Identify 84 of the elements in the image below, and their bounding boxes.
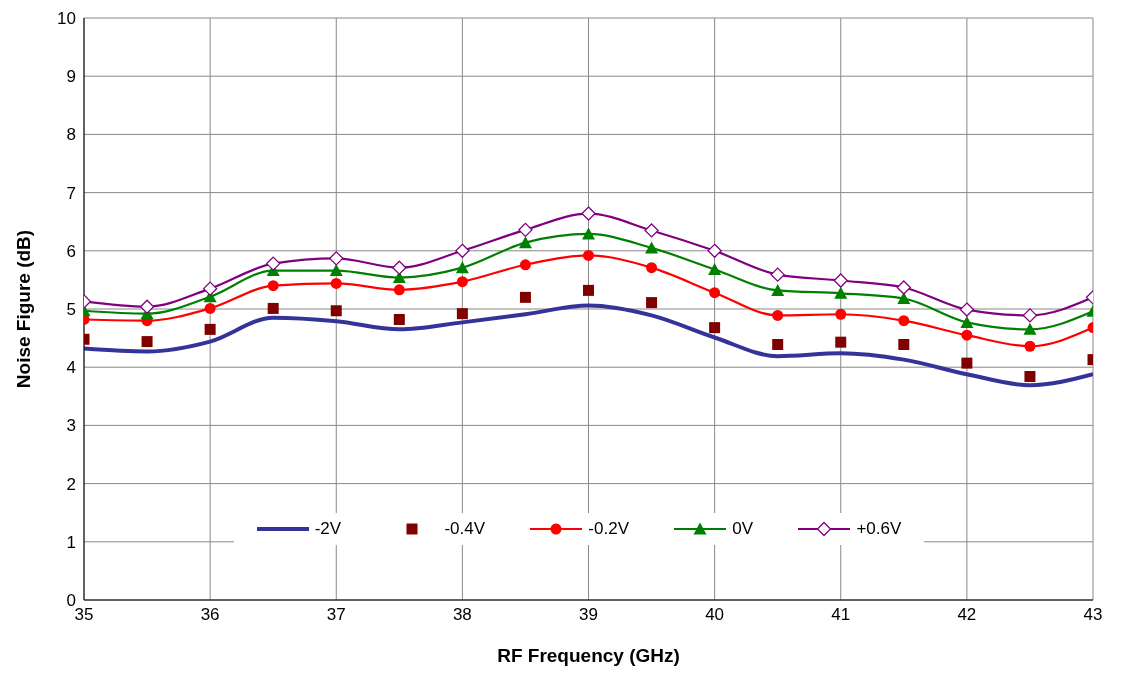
point <box>266 256 281 271</box>
x-tick-label: 36 <box>200 605 220 625</box>
point <box>456 276 468 288</box>
point <box>961 357 973 369</box>
y-tick-label: 2 <box>66 474 76 494</box>
point <box>897 292 911 305</box>
x-tick-label: 43 <box>1083 605 1103 625</box>
point <box>581 206 596 221</box>
legend-label: -0.2V <box>588 519 629 539</box>
point <box>392 271 406 284</box>
point <box>456 308 468 320</box>
point <box>329 251 344 266</box>
legend-label: +0.6V <box>856 519 902 539</box>
x-tick-label: 41 <box>831 605 851 625</box>
legend-label: -2V <box>314 519 342 539</box>
y-tick-label: 0 <box>66 591 76 611</box>
point <box>1024 340 1036 352</box>
y-tick-label: 5 <box>66 300 76 320</box>
point <box>959 302 975 317</box>
point <box>709 322 721 334</box>
y-tick-label: 1 <box>66 532 76 552</box>
point <box>960 315 974 328</box>
point <box>896 280 911 295</box>
y-axis-title: Noise Figure (dB) <box>12 229 34 389</box>
x-tick-label: 35 <box>74 605 94 625</box>
y-tick-label: 3 <box>66 416 76 436</box>
point <box>833 273 848 288</box>
point <box>835 336 847 348</box>
point <box>330 277 342 289</box>
point <box>646 297 658 309</box>
point <box>518 236 532 249</box>
point <box>455 243 470 258</box>
point <box>1022 308 1038 323</box>
point <box>139 299 155 314</box>
point <box>961 329 973 341</box>
point <box>898 315 910 327</box>
point <box>772 339 784 350</box>
point <box>771 283 785 296</box>
x-tick-label: 38 <box>452 605 472 625</box>
point <box>1024 371 1036 383</box>
point <box>583 249 594 261</box>
x-tick-label: 40 <box>705 605 725 625</box>
point <box>202 281 218 296</box>
x-tick-label: 39 <box>579 605 598 625</box>
point <box>644 223 659 238</box>
point <box>267 280 279 292</box>
point <box>583 284 594 296</box>
point <box>204 323 216 335</box>
line-series <box>84 303 1093 388</box>
y-tick-label: 10 <box>57 9 76 29</box>
point <box>204 302 216 314</box>
y-tick-label: 7 <box>66 183 76 203</box>
point <box>519 291 531 303</box>
x-tick-label: 42 <box>957 605 977 625</box>
y-tick-label: 9 <box>66 67 76 87</box>
point <box>141 336 153 348</box>
point <box>645 241 659 254</box>
y-tick-label: 4 <box>66 358 76 378</box>
point <box>267 302 279 314</box>
point <box>519 259 531 271</box>
point <box>393 284 405 296</box>
legend-label: -0.4V <box>444 519 486 539</box>
point <box>770 267 785 282</box>
point <box>898 339 910 350</box>
point <box>518 222 533 237</box>
point <box>393 313 405 325</box>
x-tick-label: 37 <box>326 605 346 625</box>
point <box>834 286 848 299</box>
point <box>772 309 784 321</box>
point <box>646 262 658 274</box>
point <box>455 261 469 274</box>
point <box>707 243 722 258</box>
y-tick-label: 8 <box>66 125 76 145</box>
legend-label: 0V <box>732 519 754 539</box>
point <box>1023 322 1037 335</box>
point <box>330 305 342 317</box>
point <box>392 260 407 275</box>
point <box>709 287 721 299</box>
y-tick-label: 6 <box>66 241 76 261</box>
point <box>329 264 343 277</box>
point <box>835 308 847 320</box>
x-axis-title: RF Frequency (GHz) <box>497 645 680 666</box>
point <box>582 227 595 240</box>
point <box>708 262 722 275</box>
